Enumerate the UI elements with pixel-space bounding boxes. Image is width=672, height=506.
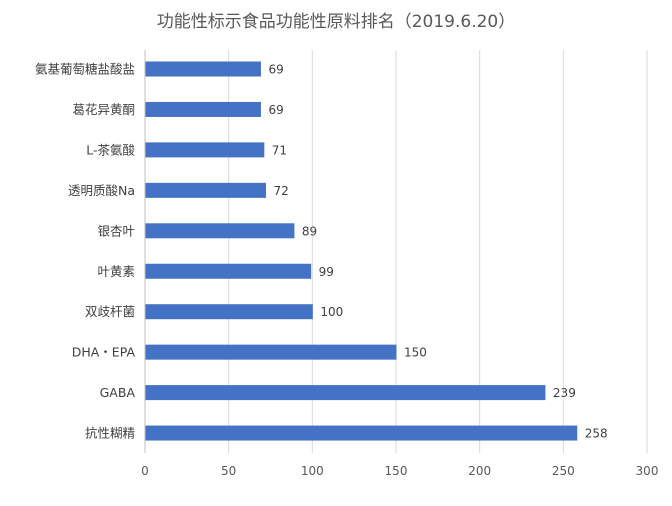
data-label: 100 [320,305,343,319]
x-tick-label: 100 [301,464,324,478]
category-label: L-茶氨酸 [86,142,135,157]
data-label: 69 [268,103,283,117]
x-tick-label: 150 [385,464,408,478]
bar [145,101,261,117]
category-label: DHA・EPA [72,345,136,360]
category-label: 抗性糊精 [85,426,135,441]
x-tick-label: 200 [468,464,491,478]
data-label: 69 [268,63,283,77]
x-tick-label: 50 [221,464,236,478]
data-label: 71 [272,143,287,157]
x-tick-label: 250 [552,464,575,478]
category-label: 叶黄素 [97,264,135,279]
bar [145,385,546,401]
data-label: 150 [404,346,427,360]
bar [145,304,313,320]
chart-title: 功能性标示食品功能性原料排名（2019.6.20） [157,12,516,32]
category-label: 双歧杆菌 [85,304,135,319]
category-label: 银杏叶 [97,223,135,238]
bar [145,142,265,158]
bar [145,425,578,441]
category-label: GABA [100,385,136,400]
data-label: 239 [553,386,576,400]
bar [145,263,312,279]
category-label: 透明质酸Na [68,183,135,198]
x-tick-label: 300 [636,464,659,478]
category-label: 氨基葡萄糖盐酸盐 [35,62,135,77]
x-tick-label: 0 [141,464,149,478]
data-label: 89 [302,224,317,238]
data-label: 99 [319,265,334,279]
bar [145,61,261,77]
category-label: 葛花异黄酮 [72,102,135,117]
bar [145,344,397,360]
data-label: 72 [273,184,288,198]
bar [145,223,295,239]
data-label: 258 [585,427,608,441]
bar [145,182,266,198]
